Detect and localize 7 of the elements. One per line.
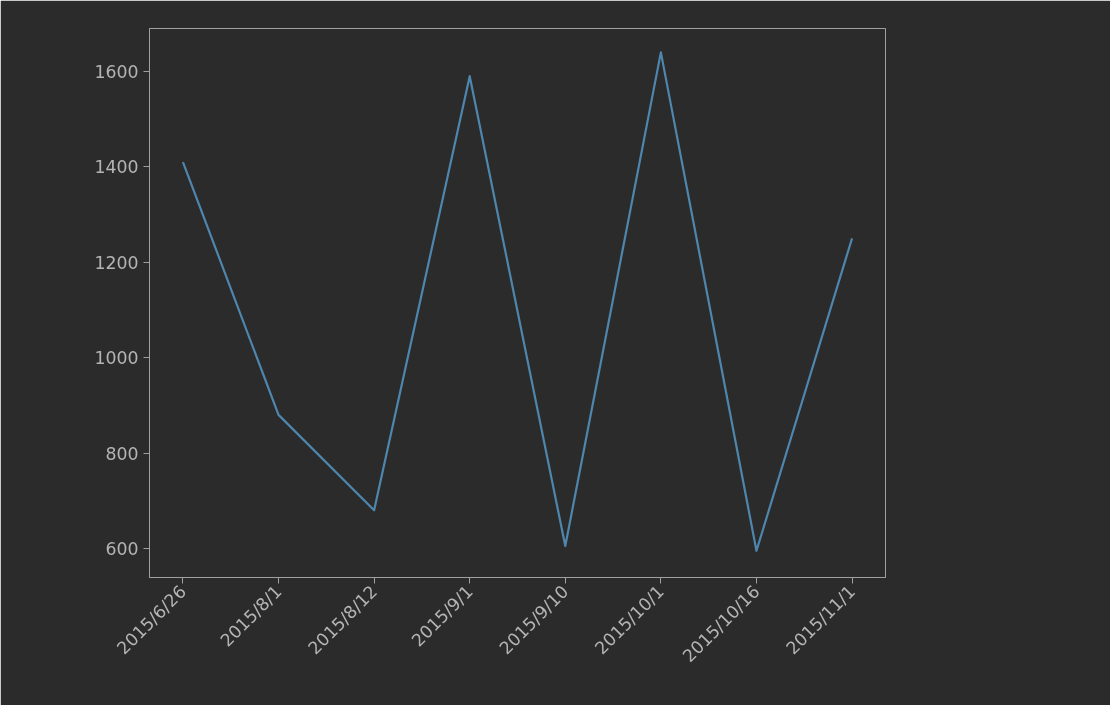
y-tick-label: 1000 [94,348,139,369]
y-tick-label: 1600 [94,61,139,82]
y-tick-label: 800 [105,443,139,464]
y-tick-label: 600 [105,538,139,559]
y-tick-label: 1400 [94,157,139,178]
line-series [181,51,854,552]
y-tick-label: 1200 [94,252,139,273]
